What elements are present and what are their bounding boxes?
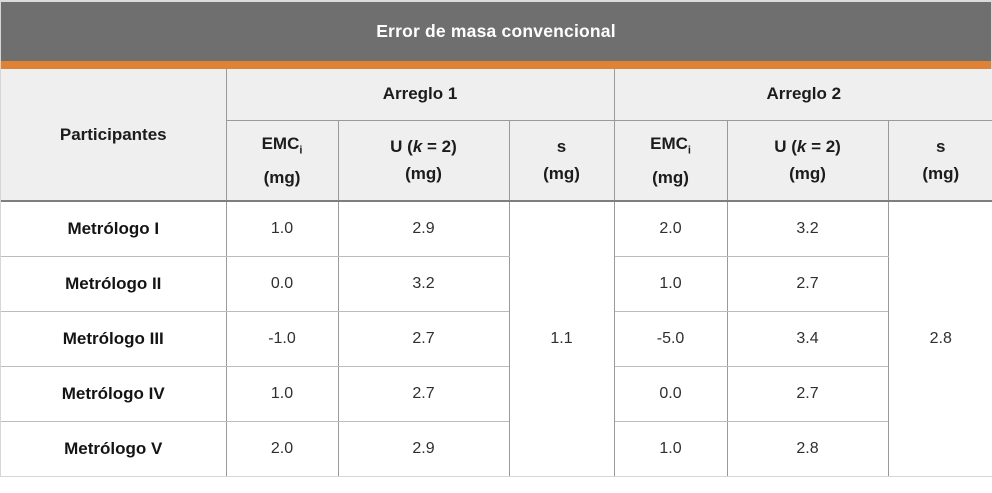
u-unit: (mg) <box>405 164 442 184</box>
col-header-s-arreglo2: s (mg) <box>887 119 992 202</box>
emc-label: EMCi <box>261 133 303 156</box>
u-arreglo2-cell: 3.2 <box>726 200 889 257</box>
s-label: s <box>556 137 567 157</box>
participant-cell: Metrólogo I <box>1 200 227 257</box>
col-group-arreglo-2: Arreglo 2 <box>613 69 992 121</box>
participant-cell: Metrólogo III <box>1 310 227 367</box>
u-arreglo2-cell: 3.4 <box>726 310 889 367</box>
table-header: Participantes Arreglo 1 Arreglo 2 EMCi (… <box>1 69 992 202</box>
col-header-s-arreglo1: s (mg) <box>508 119 615 202</box>
sub-header-row: EMCi (mg) U (k = 2) (mg) s (mg) EMCi (mg… <box>1 119 992 202</box>
emc-arreglo1-cell: 0.0 <box>225 255 339 312</box>
s-label: s <box>936 137 946 157</box>
u-unit: (mg) <box>789 164 826 184</box>
table-row: Metrólogo III -1.0 2.7 -5.0 3.4 <box>1 310 992 367</box>
emc-arreglo2-cell: 1.0 <box>613 255 728 312</box>
u-arreglo2-cell: 2.8 <box>726 420 889 476</box>
u-arreglo1-cell: 3.2 <box>337 255 510 312</box>
u-label: U (k = 2) <box>774 137 841 157</box>
s-arreglo2-merged-cell: 2.8 <box>887 200 992 476</box>
emc-arreglo1-cell: 1.0 <box>225 200 339 257</box>
emc-arreglo1-cell: 1.0 <box>225 365 339 422</box>
table-title-bar: Error de masa convencional <box>1 2 991 61</box>
s-unit: (mg) <box>543 164 580 184</box>
table-body: Metrólogo I 1.0 2.9 1.1 2.0 3.2 2.8 Metr… <box>1 200 992 476</box>
table-title: Error de masa convencional <box>376 21 616 41</box>
emc-label: EMCi <box>650 133 691 156</box>
accent-divider-bar <box>1 61 991 69</box>
emc-unit: (mg) <box>652 167 689 187</box>
col-group-arreglo-1: Arreglo 1 <box>225 69 615 121</box>
participant-cell: Metrólogo V <box>1 420 227 476</box>
col-header-u-arreglo2: U (k = 2) (mg) <box>726 119 889 202</box>
col-header-participantes: Participantes <box>1 69 227 202</box>
participant-cell: Metrólogo IV <box>1 365 227 422</box>
table-row: Metrólogo II 0.0 3.2 1.0 2.7 <box>1 255 992 312</box>
emc-unit: (mg) <box>263 167 301 187</box>
s-unit: (mg) <box>922 164 960 184</box>
s-arreglo1-merged-cell: 1.1 <box>508 200 615 476</box>
emc-arreglo2-cell: -5.0 <box>613 310 728 367</box>
table-row: Metrólogo IV 1.0 2.7 0.0 2.7 <box>1 365 992 422</box>
emc-arreglo2-cell: 1.0 <box>613 420 728 476</box>
u-arreglo2-cell: 2.7 <box>726 365 889 422</box>
participant-cell: Metrólogo II <box>1 255 227 312</box>
col-header-emc-arreglo2: EMCi (mg) <box>613 119 728 202</box>
emc-arreglo1-cell: 2.0 <box>225 420 339 476</box>
col-header-u-arreglo1: U (k = 2) (mg) <box>337 119 510 202</box>
table-row: Metrólogo I 1.0 2.9 1.1 2.0 3.2 2.8 <box>1 200 992 476</box>
col-header-emc-arreglo1: EMCi (mg) <box>225 119 339 202</box>
u-arreglo1-cell: 2.9 <box>337 420 510 476</box>
emc-arreglo1-cell: -1.0 <box>225 310 339 367</box>
u-arreglo1-cell: 2.9 <box>337 200 510 257</box>
emc-arreglo2-cell: 2.0 <box>613 200 728 257</box>
results-table: Participantes Arreglo 1 Arreglo 2 EMCi (… <box>1 69 992 476</box>
u-arreglo2-cell: 2.7 <box>726 255 889 312</box>
u-arreglo1-cell: 2.7 <box>337 310 510 367</box>
group-header-row: Participantes Arreglo 1 Arreglo 2 <box>1 69 992 202</box>
u-arreglo1-cell: 2.7 <box>337 365 510 422</box>
table-panel: Error de masa convencional Participantes… <box>0 0 992 477</box>
table-row: Metrólogo V 2.0 2.9 1.0 2.8 <box>1 420 992 476</box>
u-label: U (k = 2) <box>390 137 457 157</box>
emc-arreglo2-cell: 0.0 <box>613 365 728 422</box>
